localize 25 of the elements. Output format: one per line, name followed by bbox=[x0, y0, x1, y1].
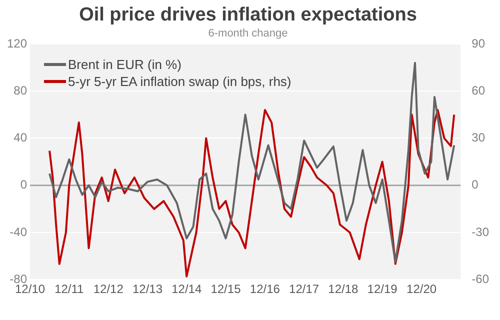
chart-subtitle: 6-month change bbox=[208, 27, 288, 40]
y-tick-label: 80 bbox=[14, 83, 28, 98]
x-tick-label: 12/17 bbox=[289, 282, 320, 296]
x-tick-label: 12/19 bbox=[367, 282, 398, 296]
legend-label: Brent in EUR (in %) bbox=[68, 56, 182, 73]
y-tick-label: 120 bbox=[6, 36, 28, 50]
y2-tick-label: 0 bbox=[472, 178, 479, 192]
x-tick-label: 12/13 bbox=[132, 282, 163, 296]
y2-tick-label: 30 bbox=[472, 130, 486, 145]
x-tick-label: 12/12 bbox=[93, 282, 124, 296]
y-tick-label: 0 bbox=[20, 178, 28, 192]
y-tick-label: 40 bbox=[14, 130, 28, 145]
legend-label: 5-yr 5-yr EA inflation swap (in bps, rhs) bbox=[68, 73, 292, 90]
x-tick-label: 12/18 bbox=[328, 282, 359, 296]
y2-tick-label: -30 bbox=[472, 224, 490, 239]
y2-tick-label: 90 bbox=[472, 36, 486, 50]
x-tick-label: 12/15 bbox=[210, 282, 242, 296]
x-tick-label: 12/20 bbox=[406, 282, 437, 296]
x-tick-label: 12/16 bbox=[250, 282, 280, 296]
x-tick-label: 12/11 bbox=[54, 282, 84, 296]
y-tick-label: -40 bbox=[10, 224, 28, 239]
chart-title: Oil price drives inflation expectations bbox=[79, 4, 417, 26]
x-tick-label: 12/14 bbox=[172, 282, 202, 296]
y2-tick-label: -60 bbox=[472, 272, 490, 286]
y2-tick-label: 60 bbox=[472, 83, 486, 98]
